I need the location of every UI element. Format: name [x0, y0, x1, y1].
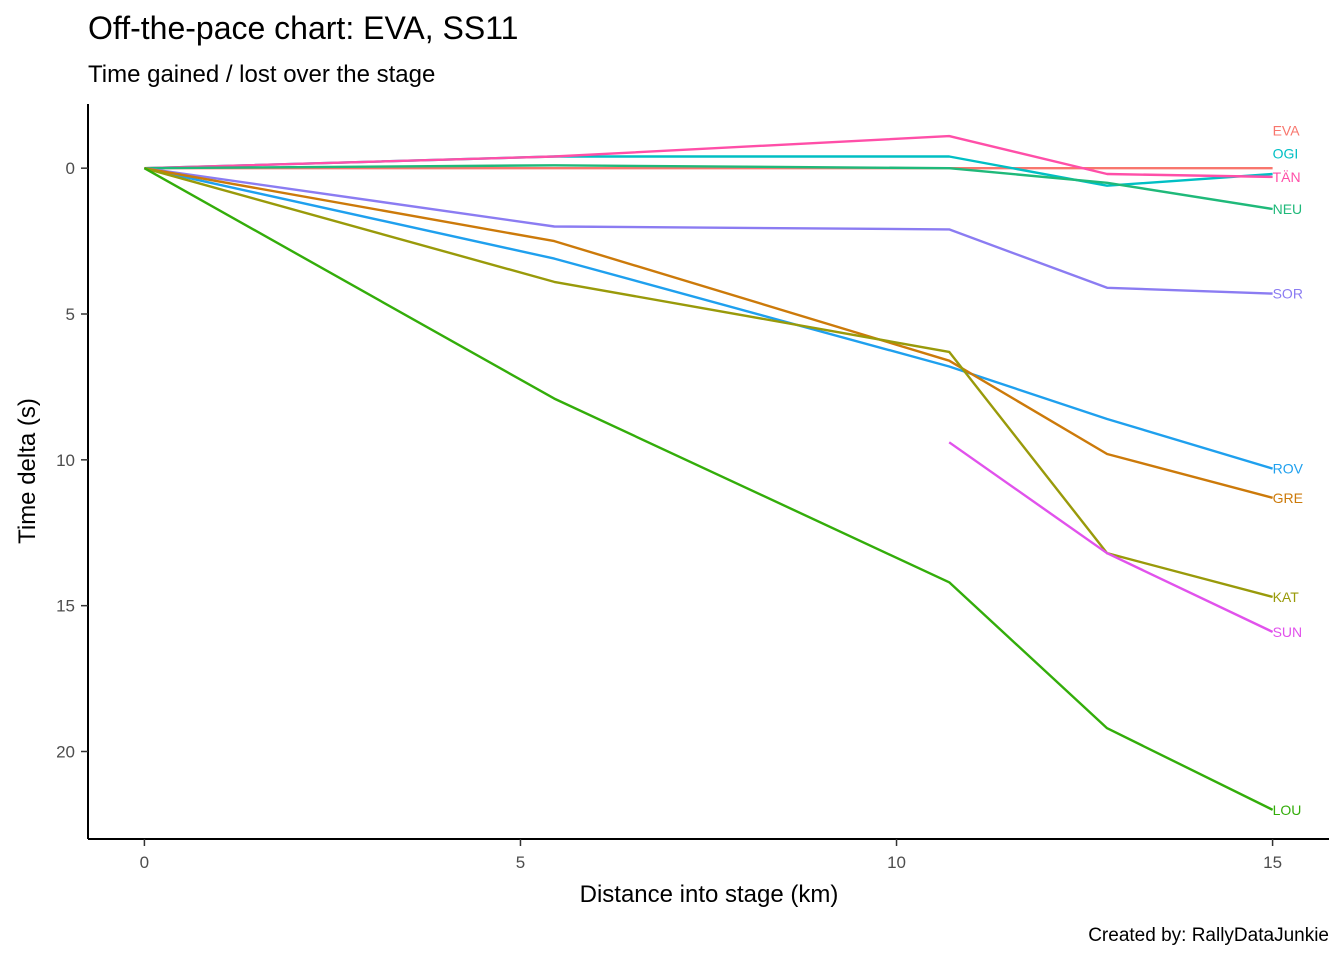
x-tick-label: 0 [140, 853, 149, 872]
plot-lines [143, 134, 1274, 811]
x-tick-label: 15 [1263, 853, 1282, 872]
y-tick-label: 10 [56, 451, 75, 470]
series-line-neu [144, 164, 1273, 211]
series-label-ogi: OGI [1273, 146, 1299, 162]
series-line-kat [144, 167, 1273, 599]
y-tick-label: 5 [66, 305, 75, 324]
y-tick-label: 20 [56, 743, 75, 762]
series-label-neu: NEU [1273, 201, 1303, 217]
series-line-lou [143, 167, 1274, 811]
series-label-gre: GRE [1273, 490, 1303, 506]
x-tick-label: 5 [516, 853, 525, 872]
x-tick-label: 10 [887, 853, 906, 872]
y-tick-label: 0 [66, 159, 75, 178]
y-tick-label: 15 [56, 597, 75, 616]
series-line-gre [144, 167, 1273, 499]
series-label-sor: SOR [1273, 286, 1303, 302]
chart-title: Off-the-pace chart: EVA, SS11 [88, 10, 518, 46]
series-label-sun: SUN [1273, 624, 1303, 640]
x-axis-ticks: 0 5 10 15 [140, 839, 1282, 872]
series-label-rov: ROV [1273, 461, 1304, 477]
chart-caption: Created by: RallyDataJunkie [1088, 925, 1329, 946]
series-line-sun [948, 441, 1274, 633]
series-line-tän [144, 134, 1273, 179]
series-label-kat: KAT [1273, 589, 1300, 605]
series-line-rov [144, 167, 1273, 470]
series-label-tän: TÄN [1273, 169, 1301, 185]
series-labels: EVA OGI TÄN NEU SOR ROV GRE KAT SUN LOU [1273, 122, 1304, 818]
y-axis-title: Time delta (s) [14, 398, 41, 544]
series-label-lou: LOU [1273, 802, 1302, 818]
chart-subtitle: Time gained / lost over the stage [88, 61, 435, 88]
x-axis-title: Distance into stage (km) [580, 881, 839, 908]
series-line-sor [144, 167, 1273, 295]
y-axis-ticks: 0 5 10 15 20 [56, 159, 88, 762]
series-label-eva: EVA [1273, 122, 1301, 138]
